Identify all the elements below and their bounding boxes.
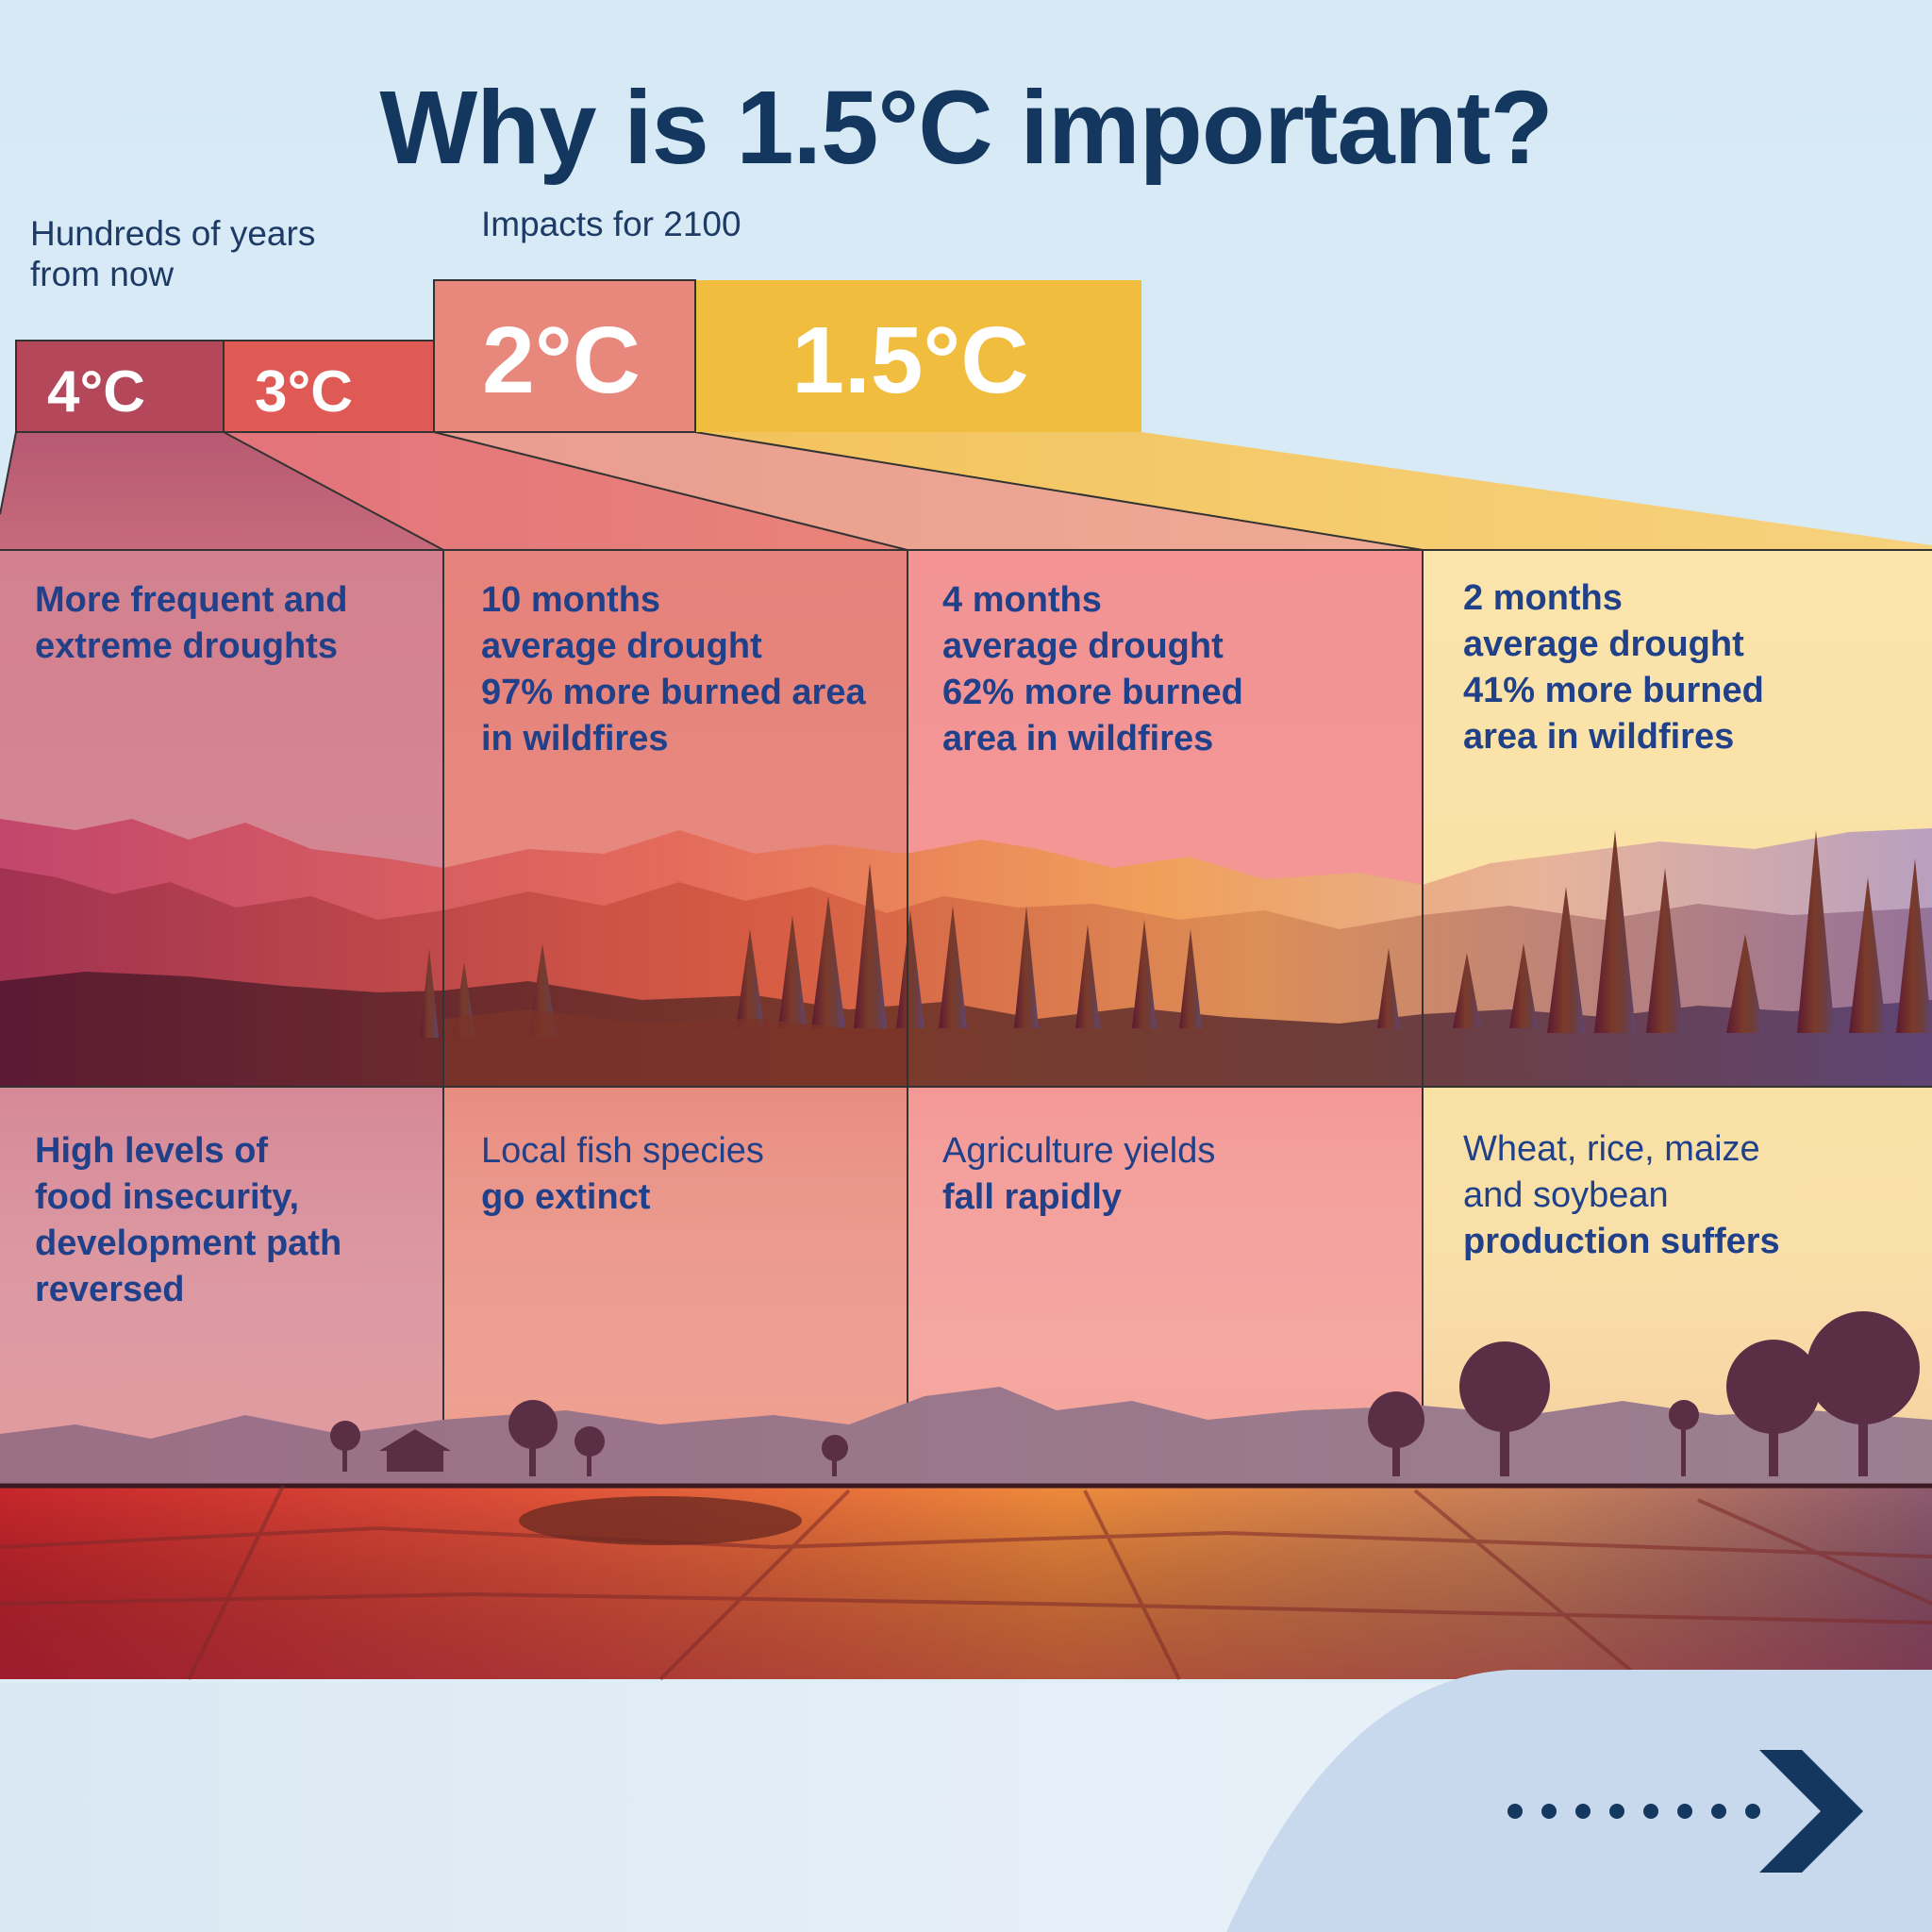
- drought-2c-line2: average drought: [942, 626, 1224, 666]
- drought-2c-line1: 4 months: [942, 580, 1102, 620]
- food-2c-line2: fall rapidly: [942, 1177, 1123, 1217]
- tab-4c: 4°C: [46, 359, 146, 425]
- drought-15c-line3: 41% more burned: [1463, 671, 1764, 710]
- food-3c-line1: Local fish species: [481, 1131, 764, 1171]
- page-title: Why is 1.5°C important?: [379, 70, 1553, 186]
- food-4c-line3: development path: [35, 1224, 342, 1263]
- footer-blob: [1226, 1670, 1932, 1932]
- drought-15c-line4: area in wildfires: [1463, 717, 1735, 757]
- drought-15c-line2: average drought: [1463, 625, 1744, 664]
- tab-15c-box: [695, 280, 1141, 432]
- far-future-label-line1: Hundreds of years: [30, 214, 316, 253]
- drought-text-2c: 4 months average drought 62% more burned…: [942, 577, 1414, 762]
- drought-2c-line3: 62% more burned: [942, 673, 1243, 712]
- funnel-15c: [695, 432, 1932, 550]
- food-4c-line4: reversed: [35, 1270, 185, 1309]
- food-3c-line2: go extinct: [481, 1177, 651, 1217]
- drought-3c-line4: in wildfires: [481, 719, 669, 758]
- food-15c-line1: Wheat, rice, maize: [1463, 1129, 1760, 1169]
- drought-text-15c: 2 months average drought 41% more burned…: [1463, 575, 1916, 760]
- tab-2c-box: [433, 279, 696, 433]
- drought-4c-line2: extreme droughts: [35, 626, 338, 666]
- food-text-4c: High levels of food insecurity, developm…: [35, 1128, 431, 1313]
- drought-4c-line1: More frequent and: [35, 580, 348, 620]
- drought-text-4c: More frequent and extreme droughts: [35, 577, 431, 670]
- drought-2c-line4: area in wildfires: [942, 719, 1214, 758]
- arrow-next-icon: [1507, 1750, 1863, 1873]
- tab-3c-box: [223, 340, 435, 433]
- funnel-4c: [0, 432, 443, 550]
- drought-text-3c: 10 months average drought 97% more burne…: [481, 577, 896, 762]
- next-button[interactable]: [1500, 1750, 1868, 1873]
- far-future-label-line2: from now: [30, 255, 175, 293]
- drought-3c-line3: 97% more burned area: [481, 673, 866, 712]
- funnel-2c: [434, 432, 1423, 550]
- food-text-2c: Agriculture yields fall rapidly: [942, 1128, 1414, 1221]
- food-4c-line1: High levels of: [35, 1131, 269, 1171]
- tab-15c: 1.5°C: [791, 308, 1029, 413]
- funnel-3c: [224, 432, 908, 550]
- food-15c-line3: production suffers: [1463, 1222, 1780, 1261]
- food-4c-line2: food insecurity,: [35, 1177, 300, 1217]
- drought-3c-line2: average drought: [481, 626, 762, 666]
- drought-15c-line1: 2 months: [1463, 578, 1623, 618]
- food-15c-line2: and soybean: [1463, 1175, 1669, 1215]
- food-text-15c: Wheat, rice, maize and soybean productio…: [1463, 1126, 1916, 1265]
- near-term-label: Impacts for 2100: [481, 205, 741, 243]
- tab-2c: 2°C: [482, 308, 641, 413]
- tab-3c: 3°C: [254, 359, 354, 425]
- drought-3c-line1: 10 months: [481, 580, 661, 620]
- food-text-3c: Local fish species go extinct: [481, 1128, 896, 1221]
- food-2c-line1: Agriculture yields: [942, 1131, 1216, 1171]
- far-future-label: Hundreds of years from now: [30, 213, 315, 294]
